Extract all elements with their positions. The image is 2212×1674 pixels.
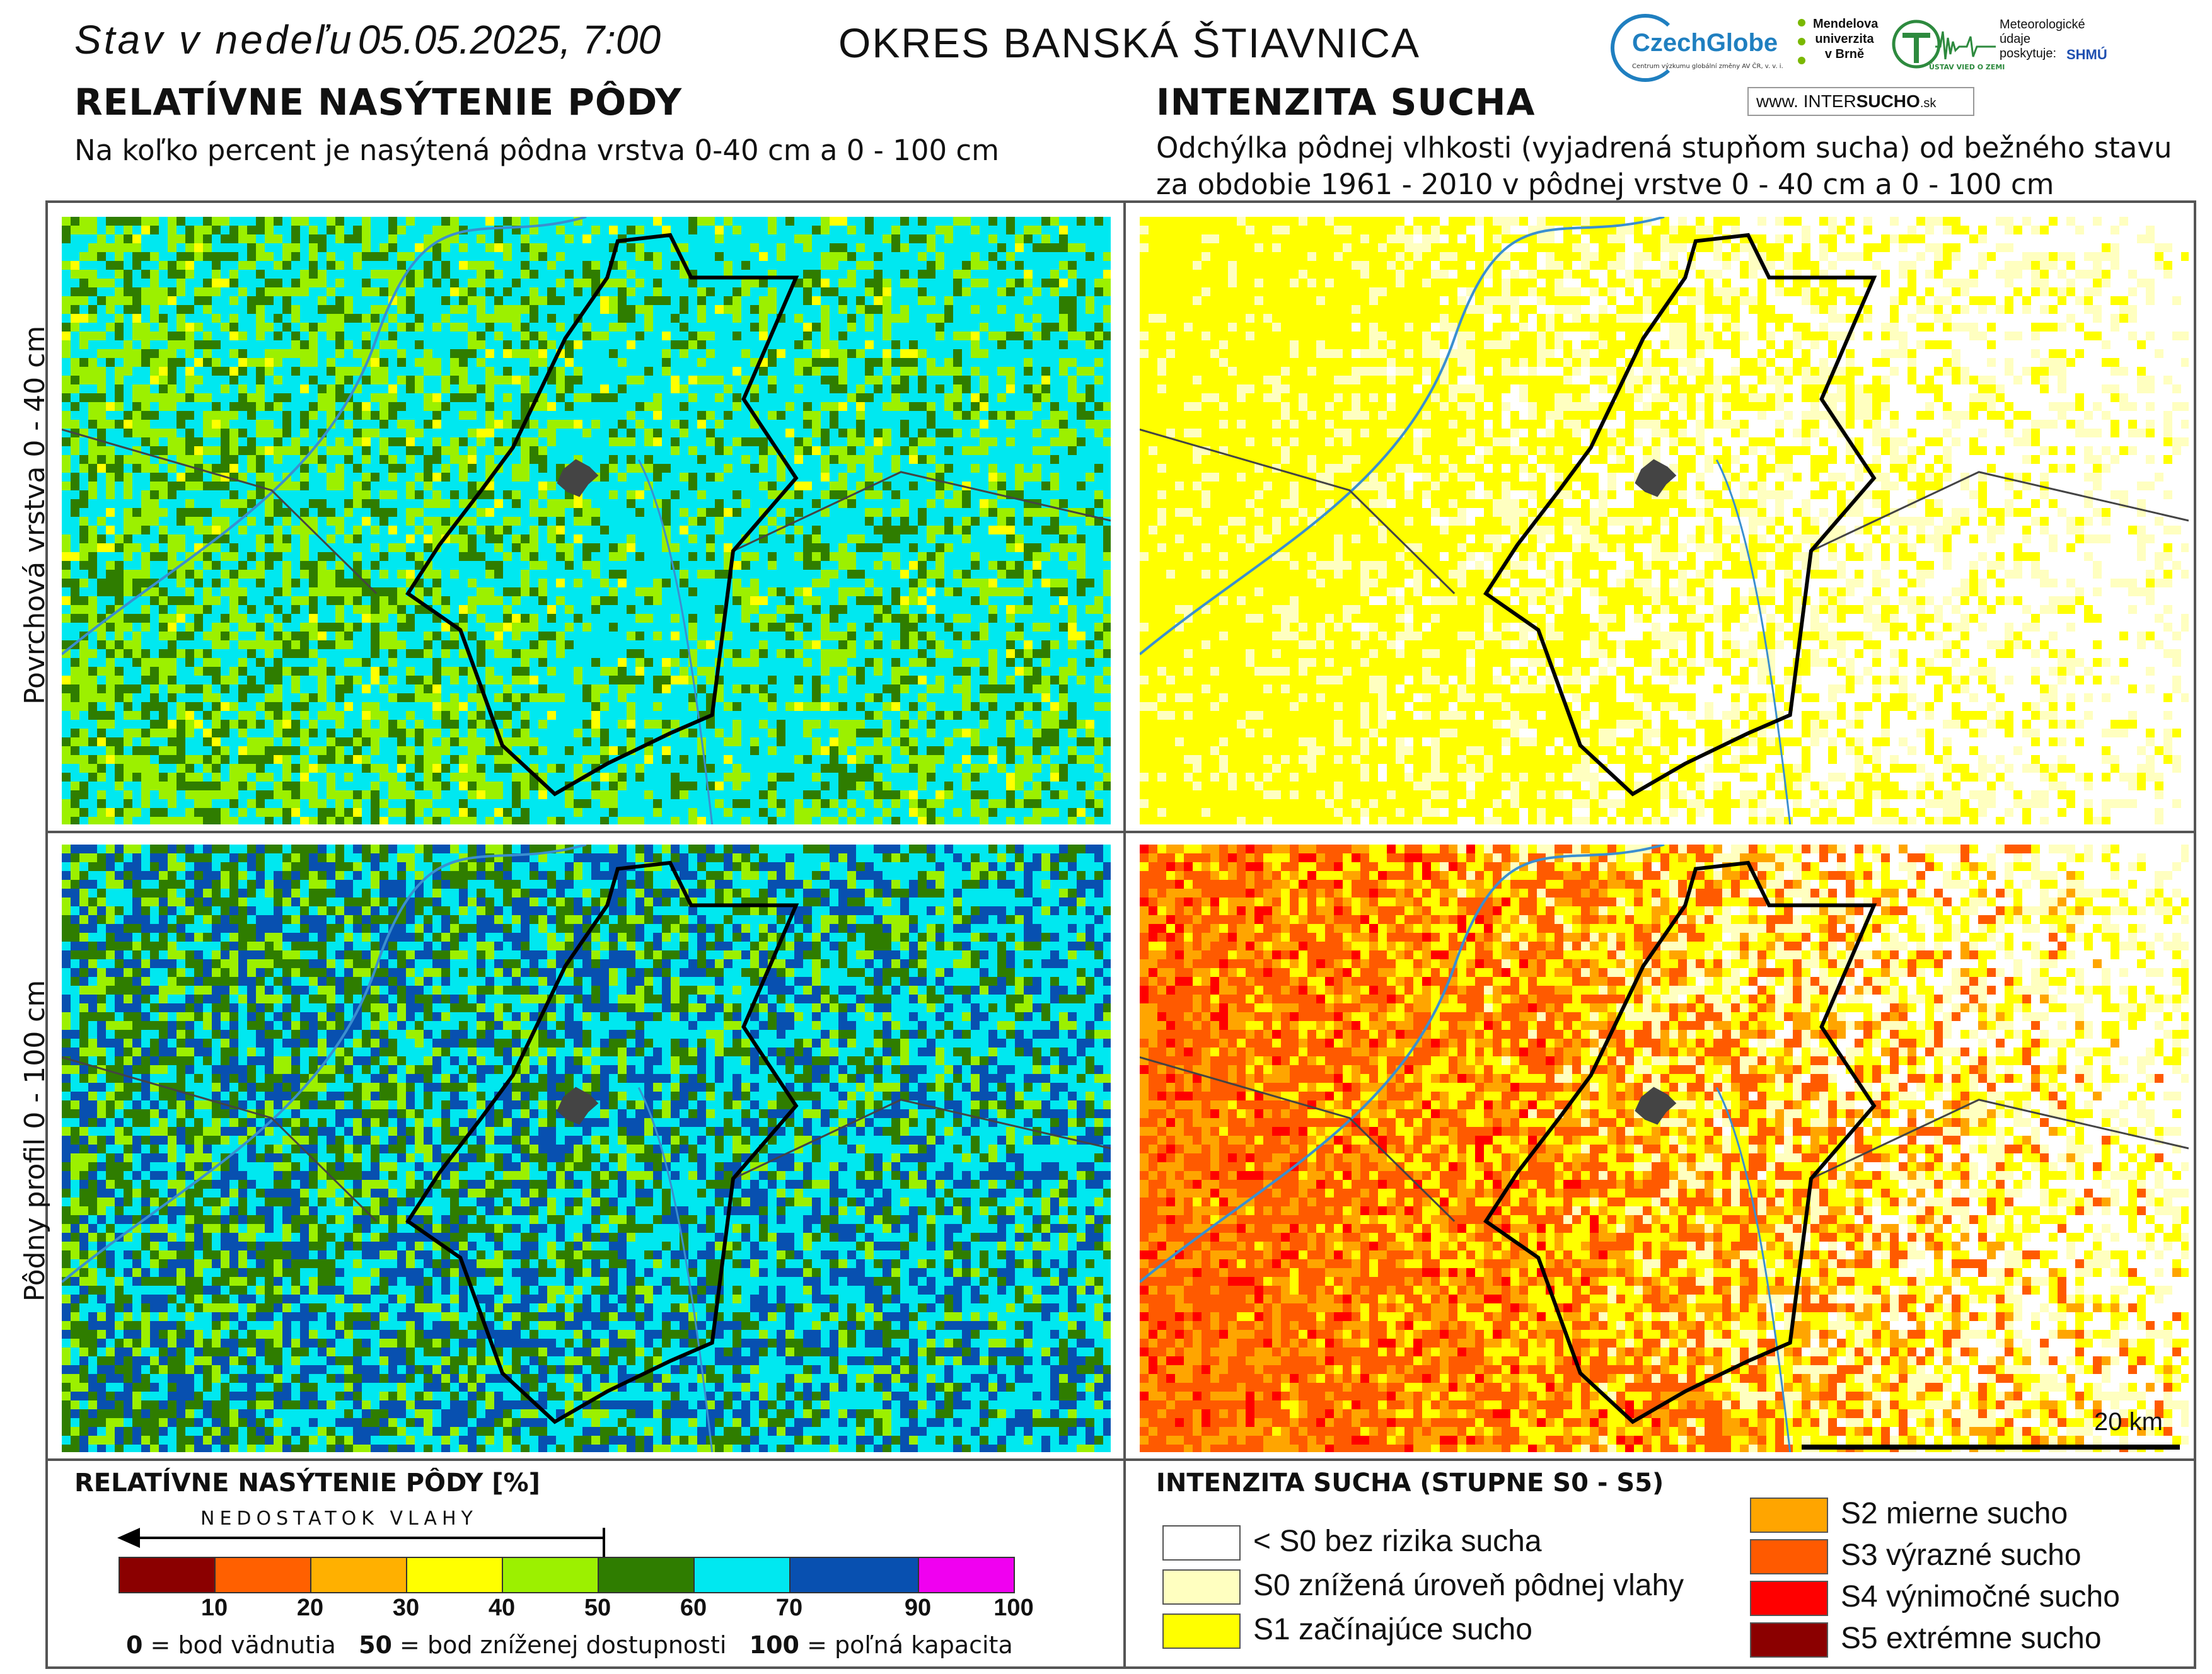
drought-class-label: < S0 bez rizika sucha — [1253, 1524, 1542, 1559]
drought-class-swatch — [1750, 1539, 1828, 1574]
frame-divider-middle — [45, 831, 2196, 833]
drought-class-swatch — [1750, 1622, 1828, 1658]
row-label-bottom: Pôdny profil 0 - 100 cm — [19, 952, 54, 1330]
note-100-text: = poľná kapacita — [799, 1631, 1013, 1659]
legend-swatch — [502, 1557, 599, 1593]
czechglobe-name: CzechGlobe — [1632, 29, 1778, 57]
drought-class-swatch — [1750, 1581, 1828, 1616]
scale-bar — [1802, 1445, 2180, 1450]
note-100: 100 — [750, 1631, 799, 1659]
czechglobe-subtext: Centrum výzkumu globální změny AV ČR, v.… — [1632, 63, 1783, 70]
legend-swatch — [119, 1557, 216, 1593]
legend-tick-label: 60 — [662, 1595, 725, 1622]
report-time: 05.05.2025, 7:00 — [358, 17, 661, 62]
drought-class-swatch — [1750, 1498, 1828, 1533]
legend-tick-label: 70 — [758, 1595, 821, 1622]
legend-swatch — [406, 1557, 503, 1593]
legend-swatch — [918, 1557, 1015, 1593]
drought-class-label: S2 mierne sucho — [1841, 1496, 2068, 1531]
map-drought-topsoil — [1140, 217, 2189, 824]
czechglobe-ring-icon — [1611, 14, 1680, 82]
legend-tick-label: 10 — [183, 1595, 246, 1622]
meteo-provider-text: Meteorologické údaje poskytuje: — [2000, 18, 2126, 61]
frame-divider-vertical — [1123, 200, 1126, 1669]
saturation-topsoil-raster — [62, 217, 1111, 824]
mendel-dot-icon — [1798, 57, 1805, 64]
report-day: Stav v nedeľu — [74, 17, 354, 62]
legend-tick-label: 90 — [886, 1595, 949, 1622]
note-50-text: = bod zníženej dostupnosti — [392, 1631, 726, 1659]
drought-class-swatch — [1162, 1525, 1241, 1561]
scale-bar-label: 20 km — [2094, 1408, 2163, 1436]
saturation-profile-raster — [62, 845, 1111, 1452]
intersucho-a: INTER — [1804, 91, 1856, 111]
legend-tick-label: 100 — [982, 1595, 1045, 1622]
intersucho-b: SUCHO — [1856, 91, 1920, 111]
shortage-label: NEDOSTATOK VLAHY — [200, 1508, 478, 1530]
arrow-left-icon — [117, 1528, 140, 1548]
shortage-arrow — [121, 1537, 605, 1539]
legend-tick-label: 40 — [470, 1595, 533, 1622]
drought-title: INTENZITA SUCHA — [1156, 81, 1536, 124]
mendel-logo: Mendelova univerzita v Brně — [1798, 16, 1880, 86]
note-0: 0 — [126, 1631, 142, 1659]
ustav-logo: ÚSTAV VIED O ZEMI — [1891, 19, 2005, 78]
drought-class-swatch — [1162, 1569, 1241, 1605]
drought-profile-raster — [1140, 845, 2189, 1452]
row-label-top: Povrchová vrstva 0 - 40 cm — [19, 326, 54, 705]
map-drought-profile — [1140, 845, 2189, 1452]
meteo-provider-label: Meteorologické údaje poskytuje: — [2000, 18, 2085, 61]
map-saturation-profile — [62, 845, 1111, 1452]
map-saturation-topsoil — [62, 217, 1111, 824]
note-0-text: = bod vädnutia — [142, 1631, 336, 1659]
saturation-title: RELATÍVNE NASÝTENIE PÔDY — [74, 81, 682, 124]
intersucho-prefix: www. — [1756, 91, 1798, 111]
arrow-end-mark — [603, 1528, 605, 1557]
legend-swatch — [693, 1557, 790, 1593]
drought-class-label: S1 začínajúce sucho — [1253, 1612, 1532, 1647]
legend-swatch — [310, 1557, 407, 1593]
frame-divider-legend — [45, 1458, 2196, 1461]
mendel-dot-icon — [1798, 19, 1805, 26]
drought-class-label: S4 výnimočné sucho — [1841, 1579, 2120, 1614]
legend-swatch — [598, 1557, 695, 1593]
drought-class-label: S5 extrémne sucho — [1841, 1621, 2102, 1656]
report-date: Stav v nedeľu05.05.2025, 7:00 — [74, 16, 661, 63]
mendel-dot-icon — [1798, 38, 1805, 45]
district-title: OKRES BANSKÁ ŠTIAVNICA — [838, 19, 1420, 67]
saturation-color-bar — [119, 1557, 1015, 1593]
drought-legend-title: INTENZITA SUCHA (STUPNE S0 - S5) — [1156, 1469, 1664, 1498]
shmu-logo: SHMÚ — [2066, 47, 2107, 63]
ustav-name: ÚSTAV VIED O ZEMI — [1929, 63, 2005, 71]
seismograph-icon — [1892, 20, 1996, 69]
legend-swatch — [789, 1557, 919, 1593]
intersucho-suffix: .sk — [1920, 96, 1937, 110]
saturation-notes: 0 = bod vädnutia 50 = bod zníženej dostu… — [126, 1631, 1013, 1659]
drought-subtitle: Odchýlka pôdnej vlhkosti (vyjadrená stup… — [1156, 130, 2172, 203]
drought-topsoil-raster — [1140, 217, 2189, 824]
note-50: 50 — [359, 1631, 392, 1659]
maps-frame — [45, 200, 2196, 1669]
drought-class-label: S0 znížená úroveň pôdnej vlahy — [1253, 1568, 1684, 1603]
saturation-legend-title: RELATÍVNE NASÝTENIE PÔDY [%] — [74, 1469, 540, 1498]
saturation-subtitle: Na koľko percent je nasýtená pôdna vrstv… — [74, 134, 999, 167]
czechglobe-logo: CzechGlobe Centrum výzkumu globální změn… — [1611, 14, 1793, 82]
drought-subtitle-line2: za obdobie 1961 - 2010 v pôdnej vrstve 0… — [1156, 166, 2172, 203]
drought-class-swatch — [1162, 1613, 1241, 1649]
legend-tick-label: 50 — [566, 1595, 629, 1622]
drought-class-label: S3 výrazné sucho — [1841, 1538, 2082, 1573]
drought-subtitle-line1: Odchýlka pôdnej vlhkosti (vyjadrená stup… — [1156, 130, 2172, 166]
legend-tick-label: 30 — [374, 1595, 437, 1622]
mendel-name: Mendelova univerzita v Brně — [1813, 16, 1878, 62]
legend-swatch — [214, 1557, 311, 1593]
intersucho-logo: www. INTERSUCHO.sk — [1747, 87, 1974, 116]
legend-tick-label: 20 — [279, 1595, 342, 1622]
